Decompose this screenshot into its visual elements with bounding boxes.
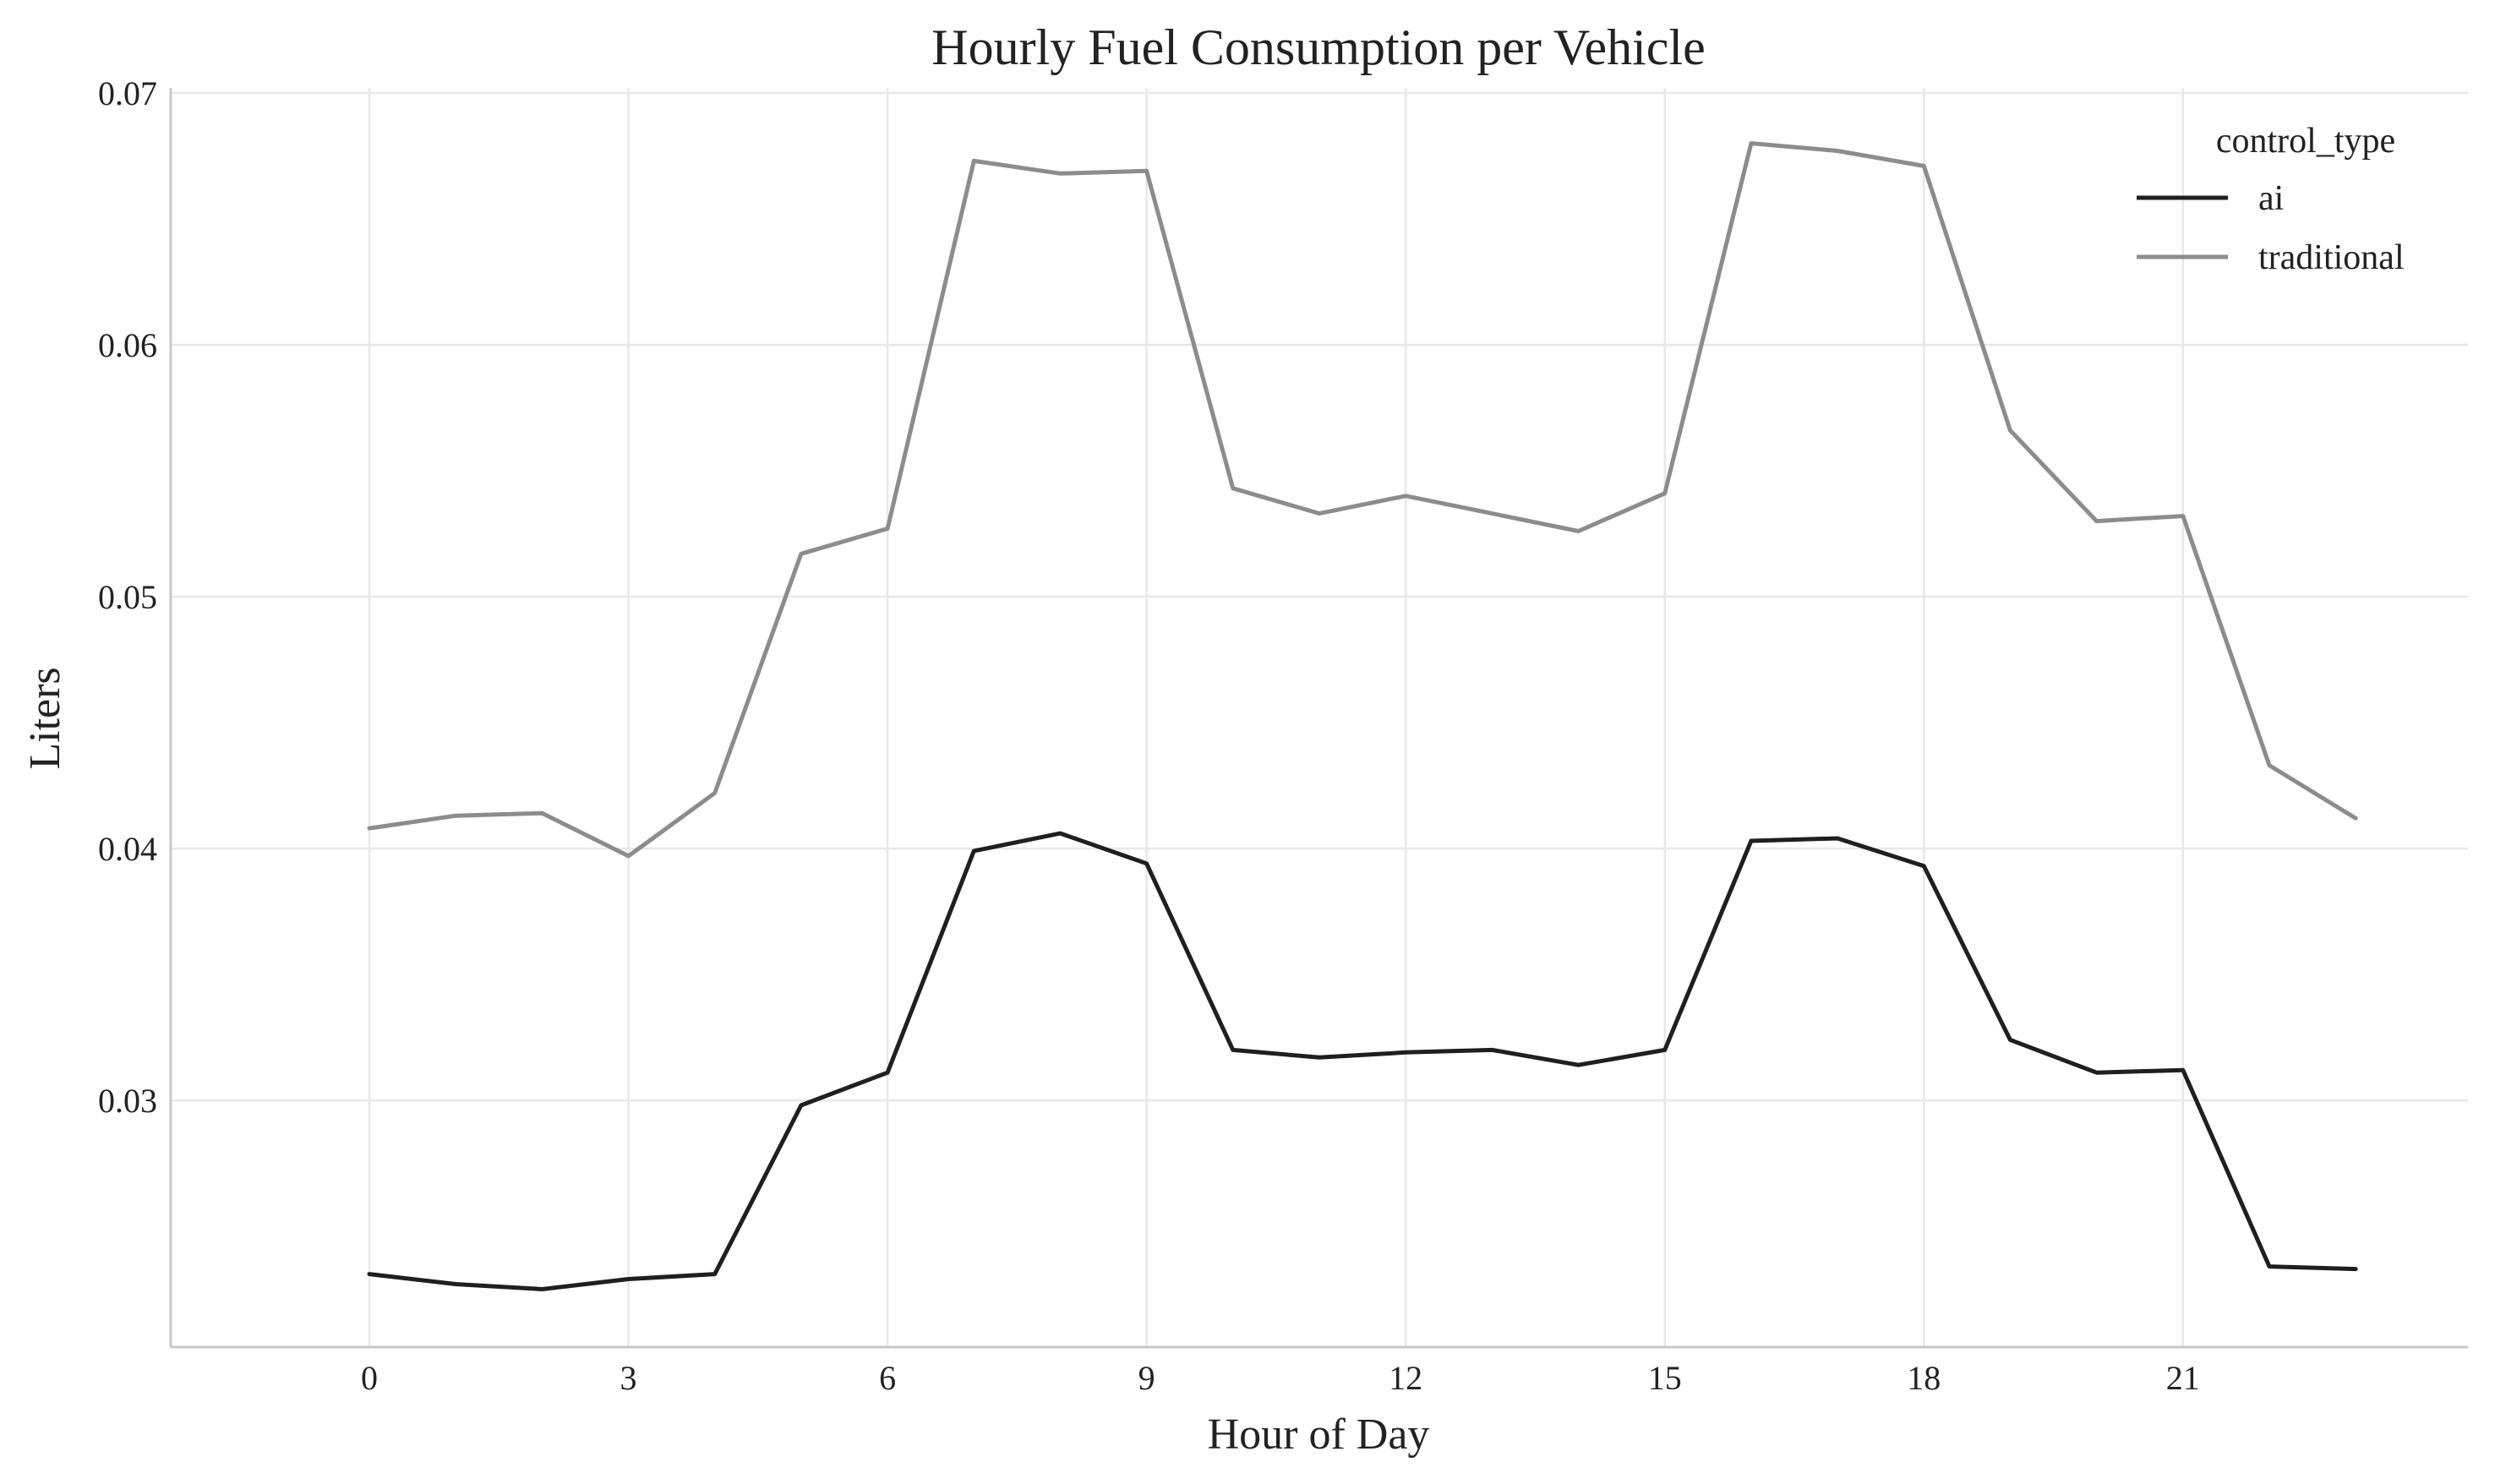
- legend-title: control_type: [2216, 122, 2395, 161]
- chart-title: Hourly Fuel Consumption per Vehicle: [931, 19, 1705, 75]
- y-tick-label: 0.05: [98, 578, 157, 616]
- tick-labels: 0 3 6 9 12 15 18 21 0.03 0.04 0.05 0.06 0.07: [98, 74, 2200, 1397]
- x-tick-label: 18: [1907, 1359, 1941, 1397]
- axes-spines: [169, 88, 2468, 1349]
- x-tick-label: 3: [620, 1359, 637, 1397]
- series-line-traditional: [367, 141, 2358, 859]
- legend-label-traditional: traditional: [2258, 238, 2405, 277]
- y-tick-label: 0.07: [98, 74, 157, 112]
- x-tick-label: 6: [879, 1359, 896, 1397]
- y-tick-label: 0.06: [98, 326, 157, 364]
- x-tick-label: 0: [361, 1359, 378, 1397]
- x-tick-label: 15: [1648, 1359, 1682, 1397]
- x-tick-label: 21: [2166, 1359, 2200, 1397]
- y-axis-label: Liters: [21, 667, 69, 769]
- y-tick-label: 0.04: [98, 830, 157, 868]
- grid: [171, 88, 2468, 1347]
- x-axis-label: Hour of Day: [1208, 1410, 1430, 1459]
- legend-label-ai: ai: [2258, 179, 2284, 218]
- x-tick-label: 9: [1138, 1359, 1155, 1397]
- series-lines: [367, 141, 2358, 1291]
- series-line-ai: [367, 831, 2358, 1291]
- y-tick-label: 0.03: [98, 1082, 157, 1120]
- x-tick-label: 12: [1389, 1359, 1422, 1397]
